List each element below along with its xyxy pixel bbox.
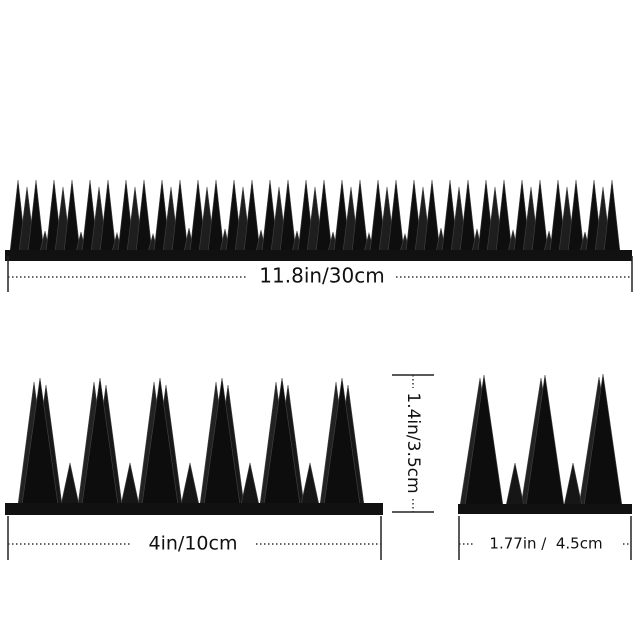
spikes [9,179,623,507]
label-bg [474,532,622,556]
strip-base [458,504,632,514]
label-bg [248,264,396,290]
spike [180,462,200,506]
strip-base [5,503,383,515]
spike [60,462,80,506]
label-bg [401,388,425,498]
height-label: 1.4in/3.5cm [403,392,423,493]
length-label: 11.8in/30cm [259,264,384,288]
segment-length-label: 4in/10cm [149,533,238,555]
spike [240,462,260,506]
width-label: 1.77in / 4.5cm [489,535,602,553]
strip-base [5,250,632,261]
label-bg [132,531,254,557]
spike [300,462,320,506]
spike [505,462,525,507]
spike [120,462,140,506]
spike [563,462,583,507]
